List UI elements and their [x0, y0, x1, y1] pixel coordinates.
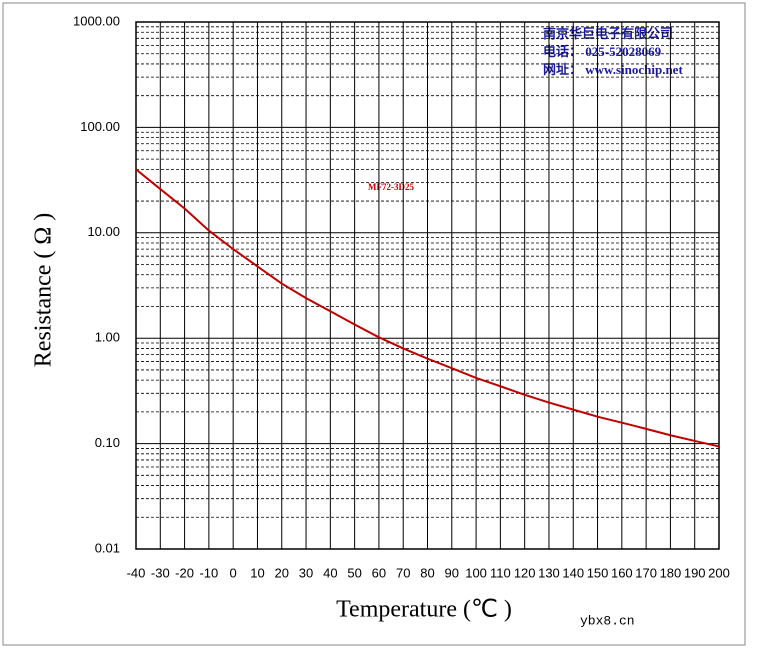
x-tick-label: 120 — [514, 565, 536, 580]
annotation: 电话： 025-52028069 — [543, 44, 662, 59]
x-tick-label: 100 — [465, 565, 487, 580]
x-tick-label: 0 — [230, 565, 237, 580]
x-tick-label: 140 — [562, 565, 584, 580]
watermark: ybx8.cn — [580, 613, 635, 628]
x-tick-label: -30 — [151, 565, 170, 580]
annotation: 网址： www.sinochip.net — [543, 62, 683, 77]
y-tick-label: 0.10 — [95, 435, 120, 450]
x-tick-label: 200 — [708, 565, 730, 580]
x-tick-label: 30 — [299, 565, 313, 580]
y-tick-label: 1.00 — [95, 330, 120, 345]
x-tick-label: 60 — [372, 565, 386, 580]
series-label: MF72-3D25 — [368, 182, 414, 192]
annotation: 南京华巨电子有限公司 — [543, 26, 673, 41]
y-tick-label: 0.01 — [95, 540, 120, 555]
y-tick-label: 100.00 — [80, 119, 120, 134]
x-tick-label: 50 — [347, 565, 361, 580]
y-tick-label: 1000.00 — [73, 13, 120, 28]
x-tick-label: 20 — [275, 565, 289, 580]
x-tick-label: -40 — [127, 565, 146, 580]
y-tick-label: 10.00 — [87, 224, 120, 239]
x-tick-label: 130 — [538, 565, 560, 580]
x-tick-label: 160 — [611, 565, 633, 580]
x-tick-label: 70 — [396, 565, 410, 580]
y-axis-label: Resistance ( Ω ) — [31, 213, 57, 367]
series-line — [135, 168, 720, 448]
plot-border — [135, 21, 720, 550]
x-tick-label: 170 — [635, 565, 657, 580]
x-tick-label: 40 — [323, 565, 337, 580]
x-axis-label: Temperature (℃ ) — [336, 597, 512, 623]
x-tick-label: 90 — [445, 565, 459, 580]
x-tick-label: 110 — [490, 565, 511, 580]
x-tick-label: 80 — [420, 565, 434, 580]
x-tick-label: -10 — [199, 565, 218, 580]
x-tick-label: 10 — [250, 565, 264, 580]
x-tick-label: 150 — [587, 565, 609, 580]
x-tick-label: 190 — [684, 565, 706, 580]
frame — [2, 2, 746, 646]
x-tick-label: 180 — [660, 565, 682, 580]
x-tick-label: -20 — [175, 565, 194, 580]
